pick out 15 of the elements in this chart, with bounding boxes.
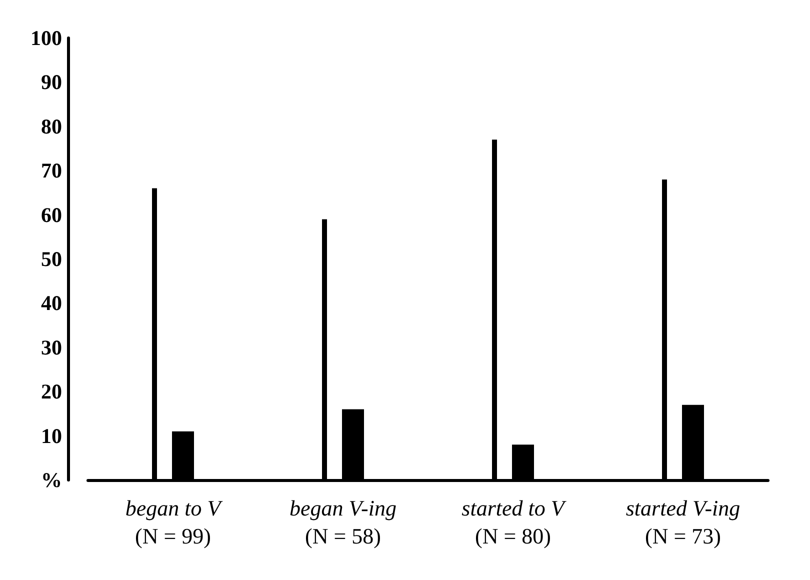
y-tick-label: 20 [41, 380, 62, 404]
y-tick-label: 30 [41, 335, 62, 360]
y-tick-label: 40 [41, 291, 62, 316]
x-tick-label: started V-ing (N = 73) [626, 496, 740, 548]
y-tick-label: 70 [41, 158, 62, 183]
y-tick-label: 10 [41, 424, 62, 448]
y-tick-label: 100 [30, 26, 62, 50]
x-tick-label: began to V (N = 99) [125, 496, 224, 548]
x-tick-label: began V-ing (N = 58) [290, 496, 396, 548]
y-tick-label: % [41, 468, 62, 492]
y-tick-label: 50 [41, 247, 62, 271]
x-tick-label: started to V (N = 80) [462, 496, 567, 548]
y-tick-label: 60 [41, 202, 62, 227]
y-tick-label: 90 [41, 70, 62, 94]
y-tick-label: 80 [41, 114, 62, 138]
